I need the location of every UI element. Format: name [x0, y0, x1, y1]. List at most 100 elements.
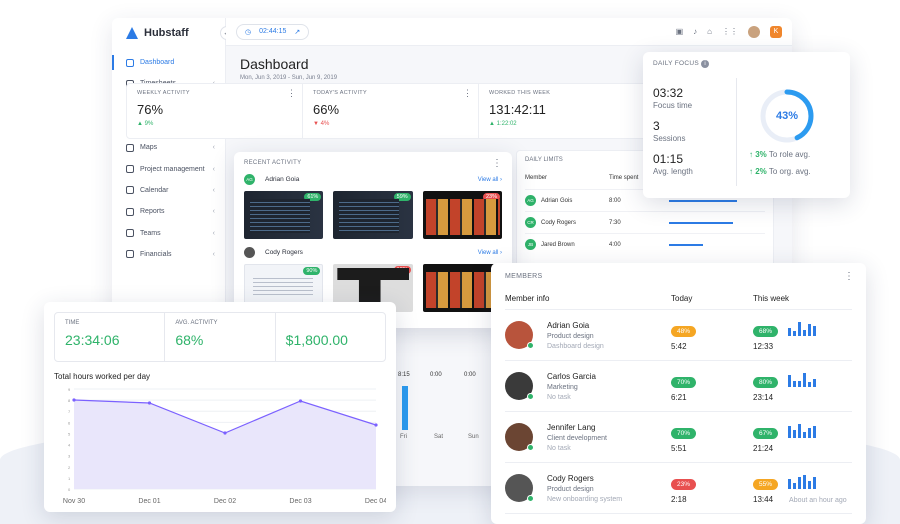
spark-bar [793, 429, 797, 438]
org-badge[interactable]: K [770, 25, 782, 38]
stat-card: WEEKLY ACTIVITY 76% ▲ 9% ⋮ [127, 84, 303, 138]
activity-badge: 61% [304, 193, 322, 201]
week-activity-badge: 80% [753, 376, 779, 388]
timer-widget[interactable]: ◷ 02:44:15 ↗ [236, 23, 310, 40]
member-name: Carlos Garcia [547, 371, 596, 381]
x-tick-label: Dec 04 [365, 498, 386, 505]
avg-activity-label: AVG. ACTIVITY [175, 320, 218, 326]
x-tick-label: Dec 02 [214, 498, 236, 505]
spark-bar [813, 476, 817, 489]
y-tick-label: 0 [68, 487, 71, 492]
messages-icon[interactable]: ▣ [675, 27, 684, 36]
stat-value: 76% [137, 102, 164, 117]
more-icon[interactable]: ⋮ [287, 88, 296, 98]
stat-label: TODAY'S ACTIVITY [313, 90, 367, 96]
view-all-link[interactable]: View all › [477, 249, 502, 256]
member-role: Product design [547, 485, 594, 493]
stopwatch-icon: ◷ [245, 28, 252, 36]
today-activity-badge: 70% [671, 427, 697, 439]
spark-bar [803, 431, 807, 438]
more-icon[interactable]: ⋮ [463, 88, 472, 98]
members-card: MEMBERS ⋮ Member info Today This week Adri… [491, 263, 866, 524]
avg-activity-value: 68% [175, 332, 204, 348]
member-name: Cody Rogers [541, 219, 577, 226]
avatar [505, 321, 534, 349]
date-range[interactable]: Mon, Jun 3, 2019 - Sun, Jun 9, 2019 [240, 75, 338, 81]
data-point [374, 423, 378, 427]
sidebar-item-dashboard[interactable]: Dashboard [112, 52, 225, 73]
spark-bar [803, 329, 807, 336]
earnings-value: $1,800.00 [285, 332, 348, 348]
info-icon[interactable]: i [701, 60, 710, 68]
y-tick-label: 3 [68, 454, 71, 459]
recent-activity-title: RECENT ACTIVITY [244, 160, 302, 166]
spark-bar [788, 327, 792, 336]
logo: Hubstaff [112, 18, 225, 48]
teams-icon [126, 229, 134, 238]
spark-bar [813, 325, 817, 336]
member-row[interactable]: Jennifer Lang Client development No task 70… [505, 412, 852, 463]
project-icon [126, 165, 134, 174]
chevron-left-icon: ‹ [212, 229, 215, 237]
spark-bar [788, 374, 792, 387]
spark-bar [808, 480, 812, 489]
stat-label: WORKED THIS WEEK [489, 90, 551, 96]
daily-focus-title: DAILY FOCUS i [653, 60, 840, 68]
y-tick-label: 8 [68, 398, 71, 403]
recent-user: Cody Rogers View all › [244, 247, 502, 258]
y-tick-label: 6 [68, 420, 71, 425]
week-label-sun: Sun [468, 434, 479, 440]
screenshot-thumbnail[interactable]: 23% [422, 191, 502, 239]
member-role: Product design [547, 332, 594, 340]
time-spent: 8:00 [609, 197, 621, 204]
spark-bar [808, 381, 812, 387]
activity-badge: 59% [393, 193, 411, 201]
week-label-fri: Fri [400, 434, 407, 440]
app-name: Hubstaff [144, 27, 189, 39]
stats-row: WEEKLY ACTIVITY 76% ▲ 9% ⋮ TODAY'S ACTIVITY 6… [126, 83, 656, 139]
sidebar-item-project-management[interactable]: Project management ‹ [112, 158, 225, 179]
user-avatar[interactable] [748, 25, 760, 38]
sidebar-item-maps[interactable]: Maps ‹ [112, 137, 225, 158]
hubstaff-logo-icon [126, 27, 138, 39]
weekly-bar-chart: 8:15 0:00 0:00 Fri Sat Sun [394, 372, 494, 452]
view-all-link[interactable]: View all › [477, 176, 502, 183]
screenshot-thumbnail[interactable]: 61% [244, 191, 324, 239]
apps-grid-icon[interactable]: ⋮⋮ [722, 27, 738, 36]
more-icon[interactable]: ⋮ [492, 158, 502, 169]
sidebar-item-reports[interactable]: Reports ‹ [112, 201, 225, 222]
more-icon[interactable]: ⋮ [844, 271, 854, 282]
member-name: Adrian Goia [547, 320, 590, 330]
week-activity-badge: 68% [753, 325, 779, 337]
time-spent: 4:00 [609, 241, 621, 248]
sidebar-item-label: Reports [140, 208, 165, 216]
progress-bar [669, 243, 703, 246]
calendar-icon [126, 186, 134, 195]
y-tick-label: 1 [68, 476, 71, 481]
week-time: 13:44 [753, 494, 774, 504]
screenshot-thumbnail[interactable]: 59% [333, 191, 413, 239]
member-row[interactable]: Cody Rogers Product design New onboarding … [505, 463, 852, 514]
sidebar-item-label: Financials [140, 250, 172, 258]
main-content: Dashboard Mon, Jun 3, 2019 - Sun, Jun 9,… [226, 46, 792, 486]
member-row[interactable]: Carlos Garcia Marketing No task 70% 6:21 80% 2… [505, 361, 852, 412]
stat-change: ▲ 9% [137, 121, 154, 127]
week-bar-fri [402, 386, 408, 430]
member-row[interactable]: Adrian Goia Product design Dashboard desig… [505, 310, 852, 361]
gift-icon[interactable]: ⌂ [707, 27, 712, 36]
role-avg-stat: ↑ 3% To role avg. [749, 150, 811, 159]
screenshot-thumbnail[interactable] [422, 264, 502, 312]
spark-bar [808, 427, 812, 438]
focus-time-label: Focus time [653, 101, 693, 110]
member-name: Jennifer Lang [547, 422, 596, 432]
today-time: 2:18 [671, 494, 687, 504]
member-role: Marketing [547, 383, 578, 391]
sidebar-item-calendar[interactable]: Calendar ‹ [112, 180, 225, 201]
bell-icon[interactable]: ♪ [693, 27, 698, 36]
online-status-icon [527, 495, 534, 502]
week-time: 23:14 [753, 392, 774, 402]
sidebar-item-financials[interactable]: Financials ‹ [112, 244, 225, 265]
stat-value: 131:42:11 [489, 102, 546, 117]
sidebar-item-teams[interactable]: Teams ‹ [112, 222, 225, 243]
